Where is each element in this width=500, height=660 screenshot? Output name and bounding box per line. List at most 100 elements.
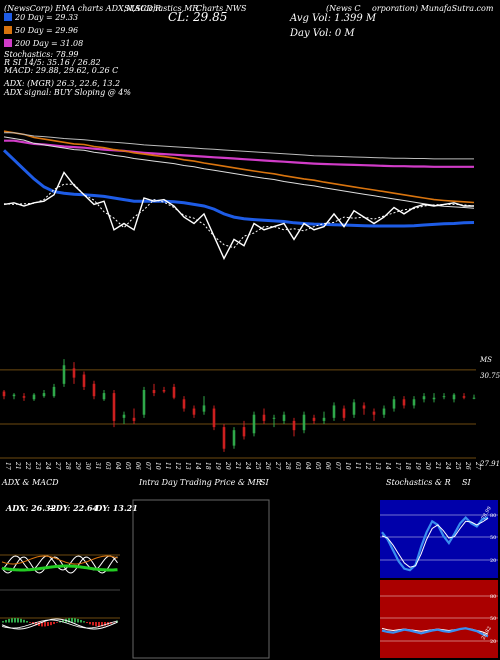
date-label: 18 Tue Mar: [404, 462, 411, 470]
candle-body: [462, 396, 466, 398]
candle-body: [422, 396, 426, 400]
date-label: 20 Thu Mar: [424, 461, 431, 470]
close-label: CL: 29.85: [168, 10, 228, 24]
candle-body: [402, 399, 406, 406]
date-label: 25 Tue Feb: [254, 461, 261, 470]
date-label: 19 Wed Mar: [414, 462, 421, 470]
macd-hist-bar: [83, 621, 85, 623]
adx-panel: [0, 488, 120, 660]
stoch-level: 50: [490, 535, 496, 541]
candle-body: [442, 396, 446, 398]
candle-body: [122, 414, 126, 418]
date-label: 07 Fri Feb: [144, 462, 151, 470]
price-chart: 17 Fri Jan21 Tue Jan22 Wed Jan23 Thu Jan…: [0, 130, 481, 470]
day-vol: Day Vol: 0 M: [290, 28, 355, 39]
date-label: 17 Fri Jan: [4, 462, 11, 470]
pdi-line: [1, 556, 118, 574]
candle-body: [312, 417, 316, 421]
price-bottom-level: 27.91: [480, 460, 500, 468]
candle-body: [12, 394, 16, 397]
rsi-level: 20: [490, 639, 496, 645]
macd-line: [1, 618, 118, 630]
date-label: 05 Wed Mar: [314, 462, 321, 470]
macd-hist-bar: [77, 618, 79, 623]
macd-hist-bar: [41, 622, 43, 627]
date-label: 06 Thu Feb: [134, 462, 141, 470]
date-label: 24 Mon Feb: [244, 461, 251, 470]
pdi-value: +DY: 22.64: [49, 503, 99, 513]
macd-hist-bar: [35, 622, 37, 626]
candle-body: [452, 394, 456, 400]
header-title-2: SI,Stochastics,MR: [124, 4, 199, 13]
legend-ema50: 50 Day = 29.96: [4, 26, 78, 35]
date-label: 13 Thu Mar: [374, 462, 381, 470]
candle-body: [302, 414, 306, 431]
stoch-level: 20: [490, 558, 496, 564]
rsi-level: 80: [490, 594, 496, 600]
macd-hist-bar: [44, 622, 46, 627]
macd-hist-bar: [11, 618, 13, 623]
header-title-1: (NewsCorp) EMA charts ADX,MACD,R: [4, 4, 162, 13]
candle-body: [282, 414, 286, 421]
macd-signal-line: [1, 619, 118, 629]
candle-body: [92, 383, 96, 397]
price-top-level: 30.75: [480, 372, 500, 380]
macd-hist-bar: [68, 618, 70, 623]
candle-body: [182, 399, 186, 409]
macd-hist-bar: [92, 622, 94, 626]
date-label: 06 Thu Mar: [324, 462, 331, 470]
macd-hist-bar: [62, 619, 64, 623]
candle-body: [352, 402, 356, 415]
candle-body: [292, 420, 296, 431]
stoch-panel-title: Stochastics & R: [386, 478, 451, 487]
macd-hist-bar: [86, 622, 88, 624]
candle-body: [202, 405, 206, 412]
date-label: 30 Thu Jan: [84, 462, 91, 470]
date-label: 11 Tue Feb: [164, 462, 171, 470]
ma-band-lower: [3, 136, 475, 209]
macd-hist-bar: [29, 622, 31, 623]
date-label: 26 Wed Feb: [264, 461, 271, 470]
rsi-line-white: [381, 627, 489, 635]
candle-body: [22, 396, 26, 398]
mdi-value: -DY: 13.21: [92, 503, 138, 513]
candle-body: [412, 399, 416, 406]
legend-stoch: Stochastics: 78.99: [4, 50, 79, 59]
candle-body: [212, 408, 216, 428]
candle-body: [102, 393, 106, 400]
macd-hist-bar: [50, 622, 52, 626]
legend-macd: MACD: 29.88, 29.62, 0.26 C: [4, 66, 119, 75]
ema50-line: [3, 130, 475, 204]
candle-body: [392, 399, 396, 409]
date-label: 20 Thu Feb: [224, 461, 231, 470]
candle-body: [52, 386, 56, 397]
avg-vol: Avg Vol: 1.399 M: [290, 13, 377, 24]
date-label: 27 Thu Mar: [474, 461, 481, 470]
stoch-panel: [380, 500, 498, 578]
date-label: 13 Thu Feb: [184, 462, 191, 470]
candle-body: [72, 368, 76, 378]
header-title-4: (News C: [326, 4, 361, 13]
macd-hist-bar: [104, 622, 106, 626]
candle-body: [192, 408, 196, 415]
candle-body: [112, 393, 116, 421]
macd-hist-bar: [47, 622, 49, 626]
candle-body: [232, 430, 236, 446]
macd-hist-bar: [5, 619, 7, 623]
candle-body: [222, 427, 226, 449]
stoch-panel-title-si: SI: [462, 478, 471, 487]
header-title-3: Charts NWS: [196, 4, 247, 13]
macd-hist-bar: [101, 622, 103, 627]
date-label: 27 Mon Jan: [54, 461, 61, 470]
macd-hist-bar: [80, 619, 82, 623]
date-label: 17 Mon Mar: [394, 462, 401, 470]
candle-body: [472, 397, 476, 399]
macd-hist-bar: [65, 618, 67, 623]
ema20-line: [2, 149, 475, 228]
candle-body: [252, 414, 256, 434]
date-label: 12 Wed Feb: [174, 462, 181, 470]
rsi-value: 26.82: [481, 626, 493, 641]
date-label: 10 Mon Mar: [344, 462, 351, 470]
stoch-d-line: [381, 517, 489, 568]
macd-hist-bar: [74, 618, 76, 623]
